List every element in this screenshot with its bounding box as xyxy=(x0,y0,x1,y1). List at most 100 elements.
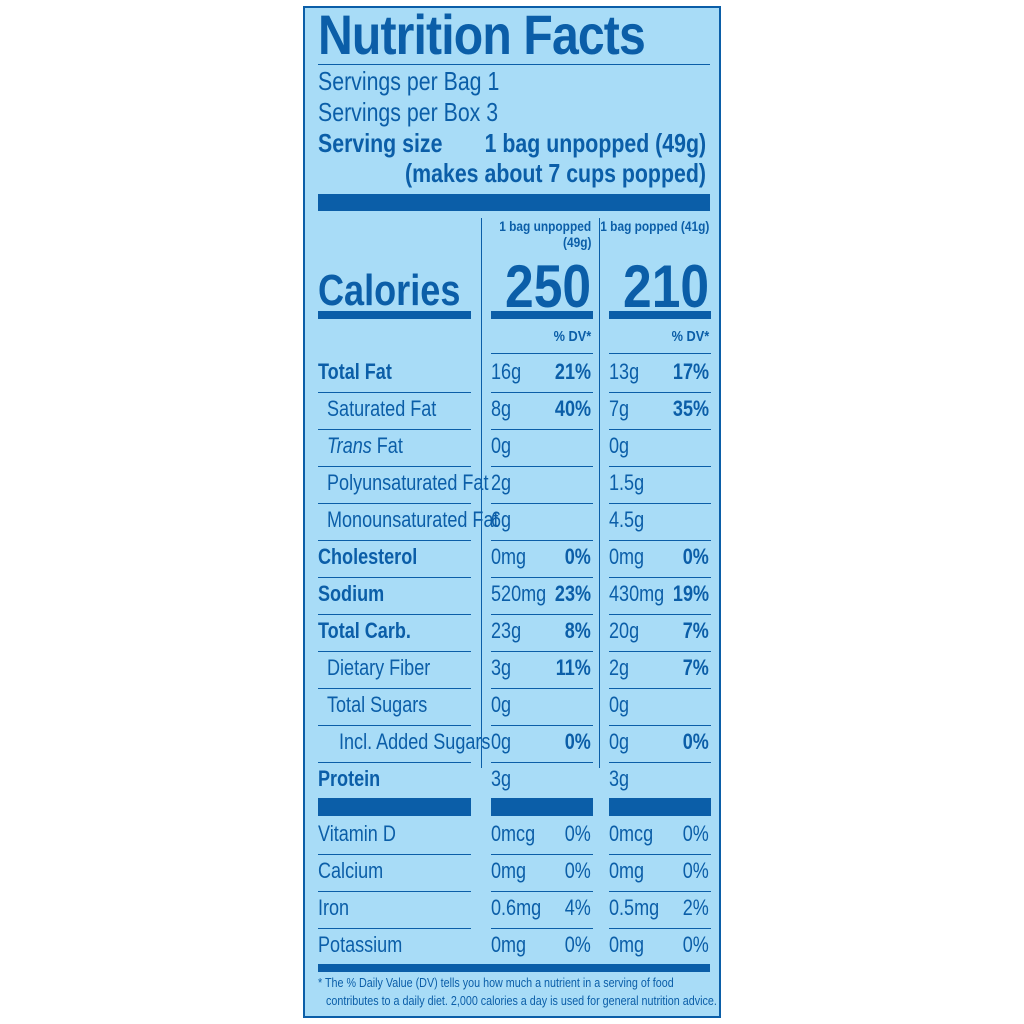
vitamin-label: Potassium xyxy=(318,932,403,957)
dv-col1: 0% xyxy=(564,729,591,754)
row-rule xyxy=(609,762,711,763)
nutrient-label-italic: Trans xyxy=(327,433,372,458)
row-rule xyxy=(491,466,593,467)
nutrient-label: Protein xyxy=(318,766,381,791)
row-rule xyxy=(491,762,593,763)
row-rule xyxy=(318,854,471,855)
row-rule xyxy=(318,688,471,689)
row-rule xyxy=(609,854,711,855)
nutrient-label: Monounsaturated Fat xyxy=(327,507,499,532)
row-rule xyxy=(318,392,471,393)
thick-divider-bottom xyxy=(318,964,710,972)
col1-header-line1: 1 bag unpopped xyxy=(499,218,591,234)
row-rule xyxy=(609,429,711,430)
dv-col2: 17% xyxy=(672,359,709,384)
row-rule xyxy=(609,503,711,504)
amount-col1: 0g xyxy=(491,433,512,458)
nutrient-label: Sodium xyxy=(318,581,385,606)
row-rule xyxy=(491,392,593,393)
row-rule xyxy=(491,928,593,929)
amount-col2: 20g xyxy=(609,618,640,643)
vitamin-divider-label xyxy=(318,798,471,816)
servings-per-box: Servings per Box 3 xyxy=(318,97,499,127)
serving-size-value: 1 bag unpopped (49g) xyxy=(484,128,706,158)
amount-col2: 0mg xyxy=(609,544,645,569)
row-rule xyxy=(318,466,471,467)
dv-col2: 7% xyxy=(682,618,709,643)
dv-col2: 7% xyxy=(682,655,709,680)
dv-col2: 35% xyxy=(672,396,709,421)
dv-col2: 0% xyxy=(682,544,709,569)
row-rule xyxy=(318,651,471,652)
vitamin-dv-col2: 0% xyxy=(682,932,709,957)
nutrient-label: Total Fat xyxy=(318,359,392,384)
row-rule xyxy=(491,614,593,615)
title-rule xyxy=(318,64,710,65)
amount-col2: 13g xyxy=(609,359,640,384)
dv-col2: 19% xyxy=(672,581,709,606)
amount-col1: 2g xyxy=(491,470,512,495)
col2-header: 1 bag popped (41g) xyxy=(599,218,709,234)
row-rule xyxy=(609,466,711,467)
servings-per-bag: Servings per Bag 1 xyxy=(318,66,500,96)
row-rule xyxy=(491,577,593,578)
calories-col2: 210 xyxy=(622,253,709,320)
dv-header-col1: % DV* xyxy=(553,328,591,345)
row-rule xyxy=(491,725,593,726)
amount-col1: 6g xyxy=(491,507,512,532)
dv-col1: 21% xyxy=(554,359,591,384)
amount-col2: 1.5g xyxy=(609,470,645,495)
vitamin-amount-col1: 0.6mg xyxy=(491,895,542,920)
vitamin-dv-col1: 4% xyxy=(564,895,591,920)
row-rule xyxy=(491,854,593,855)
nutrient-label: Saturated Fat xyxy=(327,396,437,421)
nutrient-label: Incl. Added Sugars xyxy=(339,729,491,754)
amount-col1: 0g xyxy=(491,692,512,717)
row-rule xyxy=(318,540,471,541)
dv-col1: 40% xyxy=(554,396,591,421)
row-rule xyxy=(609,651,711,652)
calories-rule-col2 xyxy=(609,311,711,319)
amount-col2: 3g xyxy=(609,766,630,791)
dv-col1: 0% xyxy=(564,544,591,569)
vitamin-divider-col2 xyxy=(609,798,711,816)
row-rule xyxy=(491,503,593,504)
vitamin-dv-col1: 0% xyxy=(564,821,591,846)
vitamin-dv-col2: 0% xyxy=(682,858,709,883)
dv-rule-col2 xyxy=(609,353,711,354)
amount-col1: 0mg xyxy=(491,544,527,569)
row-rule xyxy=(491,540,593,541)
row-rule xyxy=(609,614,711,615)
row-rule xyxy=(609,891,711,892)
vitamin-amount-col2: 0mg xyxy=(609,858,645,883)
column-separator-2 xyxy=(599,218,600,768)
row-rule xyxy=(609,725,711,726)
vitamin-amount-col2: 0mcg xyxy=(609,821,654,846)
dv-rule-col1 xyxy=(491,353,593,354)
row-rule xyxy=(491,651,593,652)
serving-size-label: Serving size xyxy=(318,128,443,158)
vitamin-amount-col1: 0mg xyxy=(491,932,527,957)
row-rule xyxy=(491,688,593,689)
calories-label: Calories xyxy=(318,266,461,315)
serving-size-note: (makes about 7 cups popped) xyxy=(405,158,706,188)
col1-header-line2: (49g) xyxy=(562,234,591,250)
nutrient-label: Polyunsaturated Fat xyxy=(327,470,489,495)
dv-col2: 0% xyxy=(682,729,709,754)
thick-divider-top xyxy=(318,194,710,211)
row-rule xyxy=(609,392,711,393)
nutrient-label: Dietary Fiber xyxy=(327,655,431,680)
calories-col1: 250 xyxy=(504,253,591,320)
vitamin-divider-col1 xyxy=(491,798,593,816)
row-rule xyxy=(609,928,711,929)
row-rule xyxy=(609,540,711,541)
amount-col2: 2g xyxy=(609,655,630,680)
row-rule xyxy=(318,429,471,430)
nutrition-facts-panel: Nutrition Facts Servings per Bag 1 Servi… xyxy=(303,3,721,1018)
row-rule xyxy=(491,429,593,430)
dv-col1: 23% xyxy=(554,581,591,606)
amount-col1: 3g xyxy=(491,655,512,680)
amount-col2: 4.5g xyxy=(609,507,645,532)
amount-col1: 520mg xyxy=(491,581,547,606)
amount-col1: 16g xyxy=(491,359,522,384)
